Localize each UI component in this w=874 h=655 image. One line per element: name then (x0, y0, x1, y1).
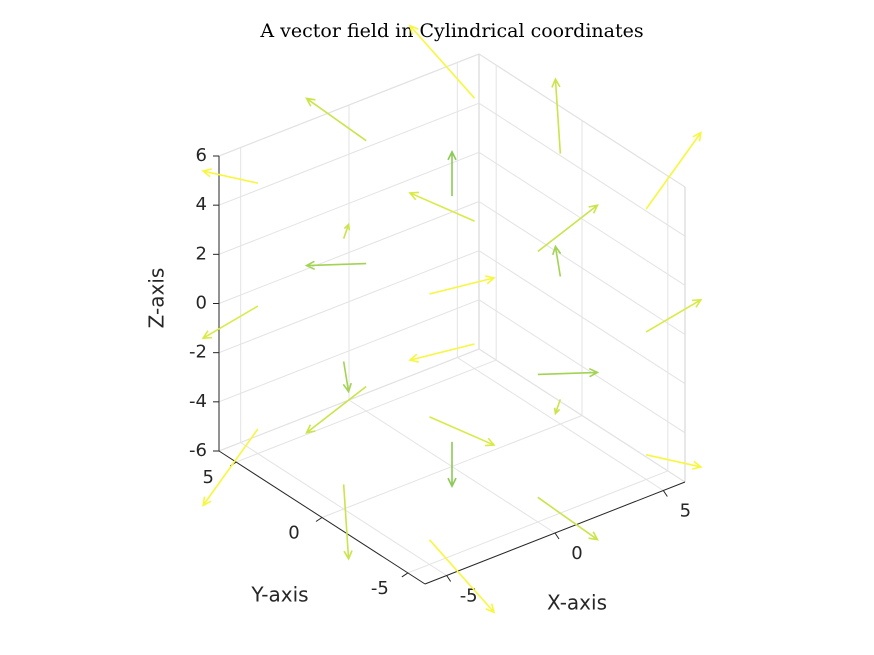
x-tick-label: 0 (571, 543, 582, 564)
vector-arrow (305, 97, 367, 142)
y-tick-label: -5 (371, 578, 389, 599)
y-tick (401, 572, 409, 578)
y-tick (315, 517, 323, 522)
vector-arrow (342, 484, 353, 561)
vector-arrow (447, 441, 457, 488)
vector-arrow (537, 367, 600, 378)
z-axis-label: Z-axis (145, 268, 169, 329)
vector-arrow (305, 385, 367, 434)
x-tick-label: 5 (680, 501, 691, 522)
z-tick-label: 0 (196, 293, 207, 314)
x-tick (446, 575, 452, 582)
vector-arrow (645, 131, 702, 210)
x-axis-label: X-axis (547, 591, 607, 615)
x-axis (424, 481, 686, 585)
z-tick-label: -6 (189, 440, 207, 461)
x-tick-label: -5 (460, 586, 478, 607)
vector-arrow (551, 77, 562, 154)
vector-arrow (429, 416, 496, 447)
grid-line (218, 53, 480, 157)
vector-arrow (342, 222, 351, 239)
grid-line (478, 348, 686, 483)
vector-arrow (552, 244, 562, 277)
vector-arrow (553, 399, 562, 416)
grid-line (407, 470, 669, 574)
vector-arrow (645, 298, 703, 333)
vector-arrow (304, 260, 367, 271)
vector-arrow (201, 305, 259, 340)
vector-arrow (428, 539, 496, 614)
grid-line (478, 53, 686, 188)
x-tick (662, 490, 668, 497)
grid-line (218, 151, 480, 255)
grid-line (478, 102, 686, 237)
y-axis (218, 450, 426, 585)
vector-arrow (537, 204, 599, 253)
grid-line (478, 250, 686, 385)
y-axis-label: Y-axis (250, 583, 308, 607)
grid-line (218, 102, 480, 206)
vector-arrow (429, 275, 496, 295)
vector-arrow (202, 428, 259, 507)
grid-line (478, 201, 686, 335)
x-tick (554, 532, 560, 540)
y-tick-label: 5 (202, 467, 213, 488)
grid-line (478, 299, 686, 434)
vector-arrow (201, 168, 259, 184)
grid-line (478, 151, 686, 286)
z-tick-label: 6 (196, 145, 207, 166)
vector-arrow (537, 496, 599, 541)
chart-title: A vector field in Cylindrical coordinate… (259, 20, 643, 42)
z-tick-label: 2 (196, 243, 207, 264)
vector-arrow (408, 191, 475, 222)
z-tick-label: 4 (196, 194, 207, 215)
grid-line (235, 359, 497, 463)
grid-line (218, 201, 480, 304)
z-tick-label: -2 (189, 342, 207, 363)
vector-arrow (408, 343, 475, 363)
vector-arrow (447, 150, 457, 197)
y-tick-label: 0 (288, 523, 299, 544)
z-tick-label: -4 (189, 391, 207, 412)
vector-arrow (342, 361, 352, 394)
grid-line (218, 299, 480, 403)
grid-line (218, 250, 480, 354)
vector-arrow (408, 24, 476, 99)
vector-arrow (645, 454, 703, 470)
